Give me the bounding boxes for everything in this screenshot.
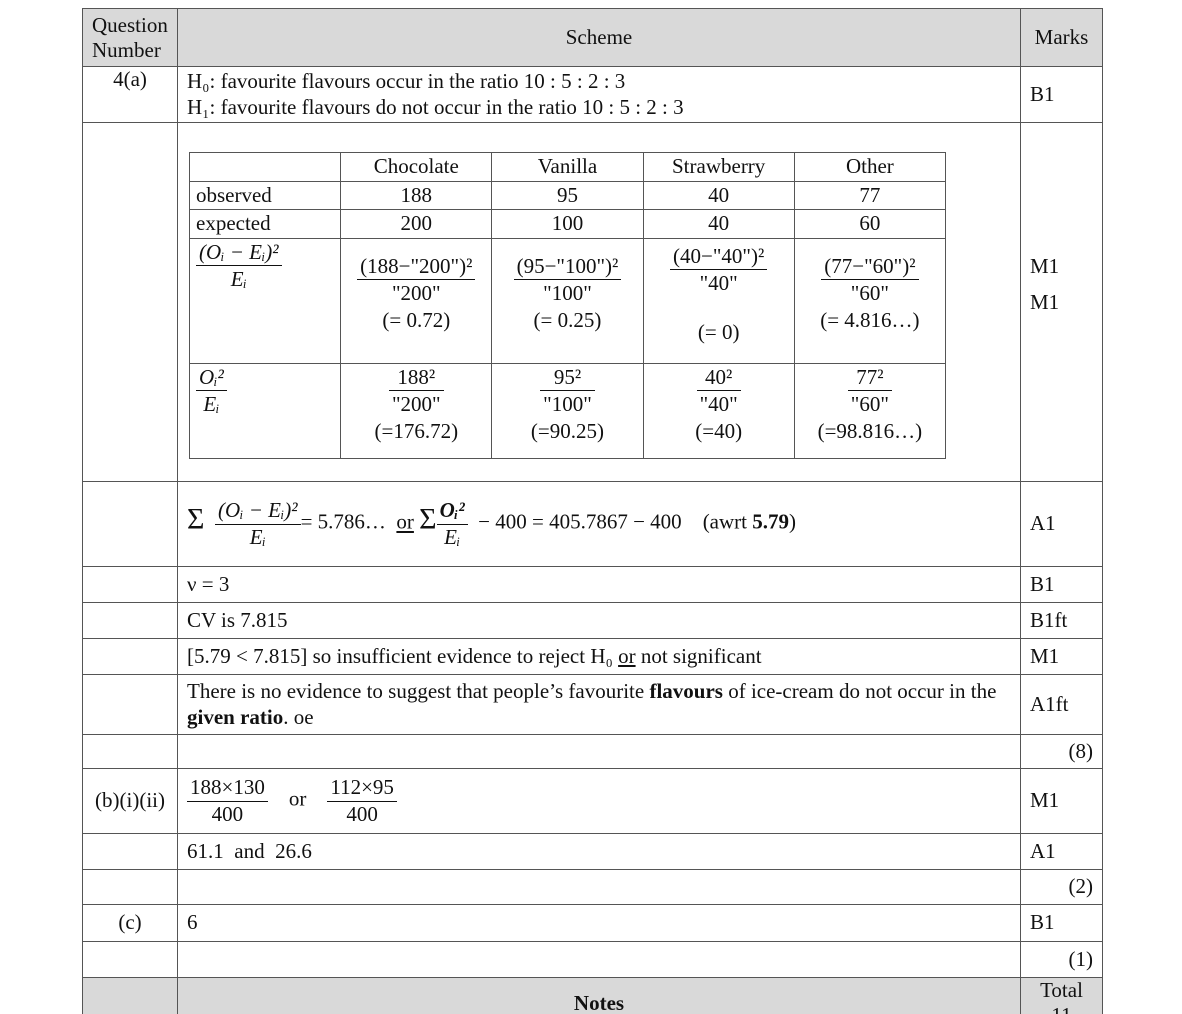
calculation-row: Chocolate Vanilla Strawberry Other obser… — [82, 122, 1103, 482]
cell: 60 — [793, 209, 947, 239]
test-statistic-row: Σ (Oᵢ − Eᵢ)² Eᵢ = 5.786… or Σ Oᵢ² Eᵢ − 400 =… — [82, 481, 1103, 567]
mark-scheme-table: Question Number Scheme Marks 4(a) H₀: fa… — [82, 8, 1103, 1014]
mark: B1 — [1020, 566, 1103, 603]
cell-value: (=90.25) — [530, 418, 605, 443]
cell: 188 — [340, 181, 493, 210]
comparison: [5.79 < 7.815] so insufficient evidence … — [177, 638, 1021, 675]
degrees-of-freedom: ν = 3 — [177, 566, 1021, 603]
scheme-header: Scheme — [177, 8, 1021, 67]
total-marks: Total 11 — [1020, 976, 1103, 1014]
col-header: Chocolate — [340, 152, 493, 182]
cell-value: (= 0) — [697, 319, 740, 344]
mark: M1 — [1020, 768, 1103, 834]
row-label-fraction: (Oᵢ − Eᵢ)² Eᵢ — [196, 239, 282, 293]
mark: A1ft — [1020, 674, 1103, 735]
cell-value: (= 0.25) — [533, 307, 602, 332]
question-number-header: Question Number — [82, 8, 178, 67]
col-header: Vanilla — [491, 152, 644, 182]
cell: 100 — [491, 209, 644, 239]
question-label: (c) — [82, 904, 178, 942]
cell-value: (= 0.72) — [382, 307, 451, 332]
subtotal: (8) — [1020, 734, 1103, 769]
mark: M1 — [1020, 638, 1103, 675]
row-label-fraction: Oᵢ² Eᵢ — [196, 364, 227, 418]
answer: 61.1 and 26.6 — [177, 833, 1021, 870]
cell-value: (=40) — [695, 418, 743, 443]
mark: A1 — [1020, 481, 1103, 567]
cell: 95 — [491, 181, 644, 210]
alt-hypothesis: H₁: favourite flavours do not occur in t… — [187, 94, 684, 119]
mark: B1 — [1020, 904, 1103, 942]
subtotal: (2) — [1020, 869, 1103, 905]
row-label: expected — [188, 209, 342, 239]
marks-header: Marks — [1020, 8, 1103, 67]
cell-value: (=98.816…) — [817, 418, 923, 443]
row-label: observed — [188, 181, 342, 210]
expected-values-table: Chocolate Vanilla Strawberry Other obser… — [188, 152, 947, 459]
cell: 40 — [642, 181, 795, 210]
mark: M1 — [1030, 253, 1060, 278]
header-row: Question Number Scheme Marks — [82, 8, 1103, 67]
cell-value: (= 4.816…) — [820, 307, 920, 332]
question-label: 4(a) — [82, 66, 178, 123]
subtotal: (1) — [1020, 941, 1103, 978]
mark: B1 — [1020, 66, 1103, 123]
conclusion: There is no evidence to suggest that peo… — [177, 674, 1021, 735]
mark: B1ft — [1020, 602, 1103, 639]
mark: M1 — [1030, 289, 1060, 314]
hypotheses-row: 4(a) H₀: favourite flavours occur in the… — [82, 66, 1103, 123]
mark: A1 — [1020, 833, 1103, 870]
critical-value: CV is 7.815 — [177, 602, 1021, 639]
question-label: (b)(i)(ii) — [82, 768, 178, 834]
cell: 40 — [642, 209, 795, 239]
answer: 6 — [177, 904, 1021, 942]
cell: 200 — [340, 209, 493, 239]
cell-value: (=176.72) — [374, 418, 459, 443]
null-hypothesis: H₀: favourite flavours occur in the rati… — [187, 69, 626, 94]
col-header: Other — [793, 152, 947, 182]
notes-header: Notes — [573, 990, 625, 1014]
cell: 77 — [793, 181, 947, 210]
col-header: Strawberry — [642, 152, 795, 182]
